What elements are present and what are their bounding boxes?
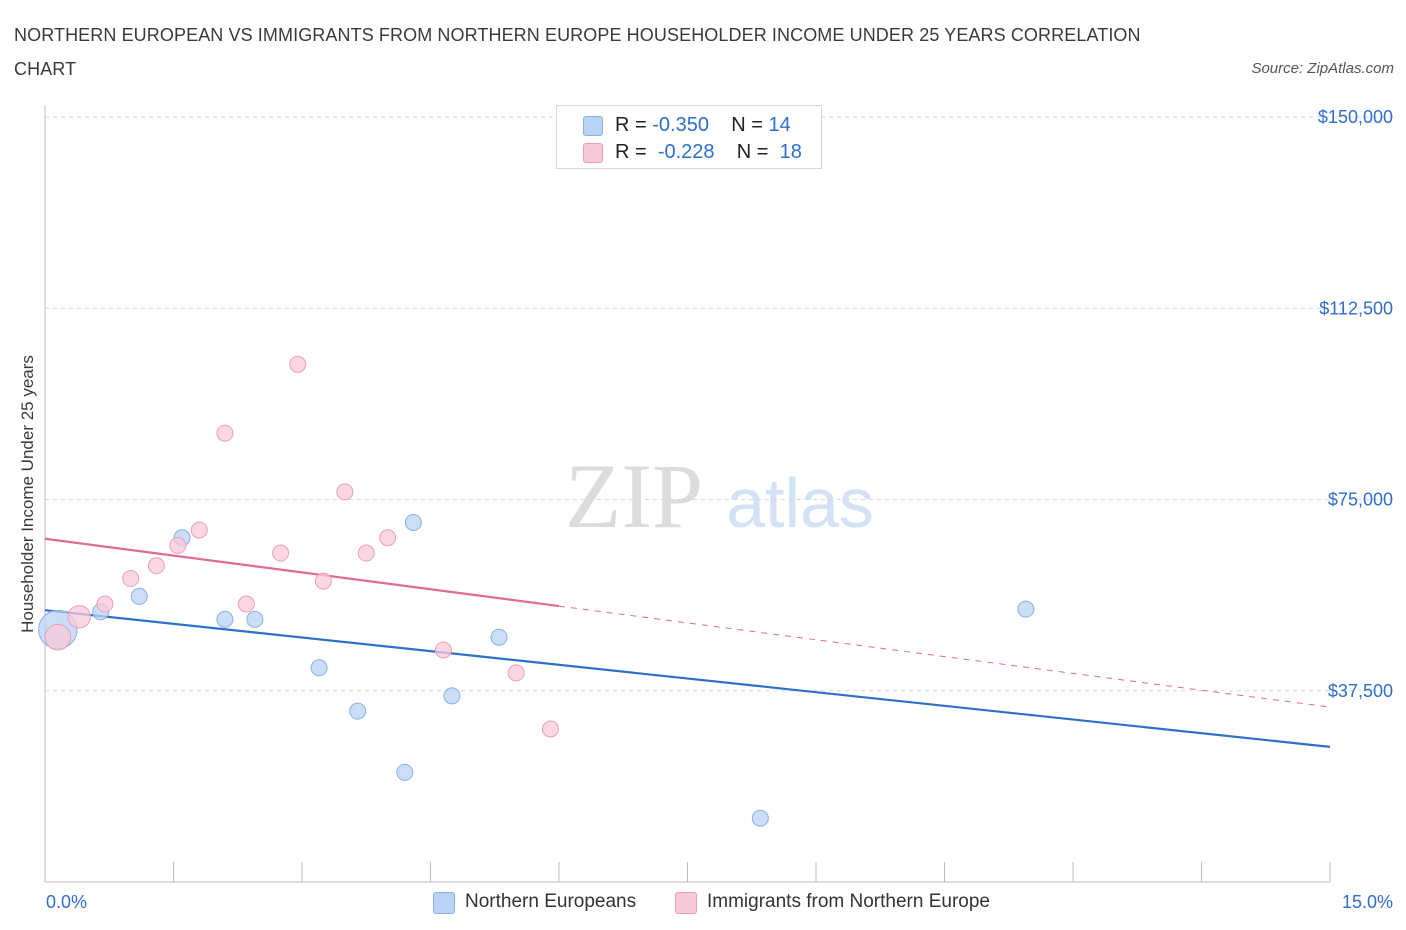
legend-r-value: -0.350 bbox=[652, 114, 709, 136]
point-immigrant bbox=[507, 664, 525, 682]
legend-n-label: N = bbox=[731, 114, 769, 136]
correlation-legend: R = -0.350 N = 14 R = -0.228 N = 18 bbox=[556, 105, 822, 169]
y-tick-labels: $37,500 $75,000 $112,500 $150,000 bbox=[1318, 107, 1393, 701]
legend-swatch-blue bbox=[433, 892, 455, 914]
data-points bbox=[38, 355, 1035, 827]
point-northern-european bbox=[310, 659, 328, 677]
watermark-zip: ZIP bbox=[565, 445, 703, 547]
trend-line-immigrants-dashed bbox=[558, 605, 1331, 708]
point-immigrant bbox=[336, 483, 354, 501]
point-northern-european bbox=[751, 809, 769, 827]
point-northern-european bbox=[216, 610, 234, 628]
legend-swatch-blue bbox=[583, 116, 603, 136]
legend-label: Immigrants from Northern Europe bbox=[707, 891, 990, 912]
legend-r-value: -0.228 bbox=[657, 141, 715, 163]
legend-r-label: R = bbox=[615, 141, 653, 163]
axes bbox=[44, 105, 1331, 883]
legend-r-label: R = bbox=[615, 114, 653, 136]
point-immigrant bbox=[67, 605, 91, 629]
trend-line-northern-europeans bbox=[44, 609, 1331, 748]
point-immigrant bbox=[314, 572, 332, 590]
point-immigrant bbox=[44, 623, 72, 651]
legend-n-value: 14 bbox=[768, 114, 791, 136]
point-northern-european bbox=[443, 687, 461, 705]
legend-label: Northern Europeans bbox=[465, 891, 637, 912]
point-immigrant bbox=[190, 521, 208, 539]
y-tick-label: $112,500 bbox=[1319, 298, 1393, 318]
point-immigrant bbox=[147, 557, 165, 575]
legend-n-label: N = bbox=[736, 141, 775, 163]
point-immigrant bbox=[169, 536, 187, 554]
x-tick-labels: 0.0% 15.0% bbox=[46, 892, 1393, 912]
point-immigrant bbox=[122, 570, 140, 588]
watermark: ZIP atlas bbox=[565, 445, 874, 547]
point-immigrant bbox=[96, 595, 114, 613]
point-immigrant bbox=[357, 544, 375, 562]
legend-swatch-pink bbox=[675, 892, 697, 914]
legend-n-value: 18 bbox=[779, 141, 802, 163]
point-northern-european bbox=[490, 628, 508, 646]
point-immigrant bbox=[216, 424, 234, 442]
point-northern-european bbox=[1017, 600, 1035, 618]
point-immigrant bbox=[272, 544, 290, 562]
source-label: Source: ZipAtlas.com bbox=[1251, 60, 1394, 77]
chart-title: NORTHERN EUROPEAN VS IMMIGRANTS FROM NOR… bbox=[14, 25, 1141, 79]
watermark-atlas: atlas bbox=[726, 464, 874, 542]
x-tick-label: 0.0% bbox=[46, 892, 87, 912]
point-northern-european bbox=[246, 610, 264, 628]
point-immigrant bbox=[237, 595, 255, 613]
point-northern-european bbox=[349, 702, 367, 720]
trend-lines bbox=[44, 537, 1331, 748]
x-tick-label: 15.0% bbox=[1342, 892, 1393, 912]
trend-line-immigrants bbox=[44, 537, 560, 608]
point-northern-european bbox=[404, 513, 422, 531]
point-northern-european bbox=[130, 587, 148, 605]
y-tick-label: $75,000 bbox=[1328, 490, 1393, 510]
y-tick-label: $150,000 bbox=[1318, 107, 1393, 127]
y-tick-label: $37,500 bbox=[1328, 681, 1393, 701]
legend-swatch-pink bbox=[583, 143, 603, 163]
point-immigrant bbox=[379, 529, 397, 547]
point-immigrant bbox=[541, 720, 559, 738]
point-northern-european bbox=[396, 763, 414, 781]
point-immigrant bbox=[289, 355, 307, 373]
point-immigrant bbox=[434, 641, 452, 659]
